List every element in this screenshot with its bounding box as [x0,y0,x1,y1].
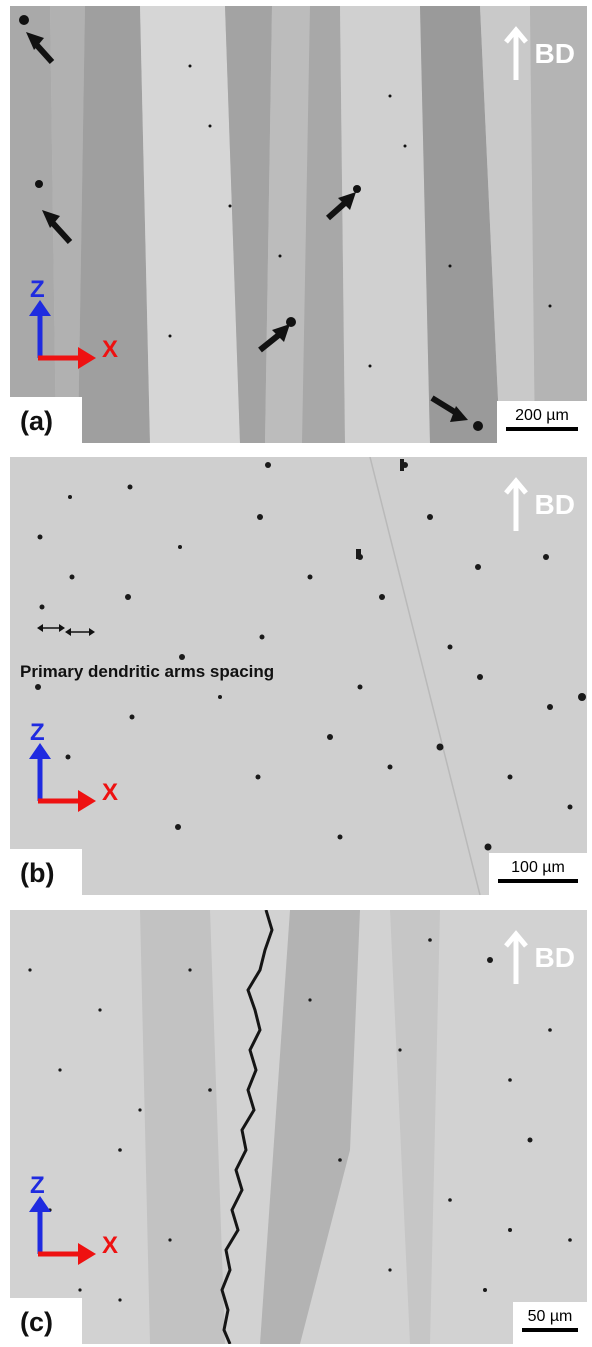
micrograph-panel-b: BD Primary dendritic arms spacing Z X (b… [10,457,587,895]
dendrite-spacing-annotation: Primary dendritic arms spacing [20,662,275,681]
axes-arrows-icon [29,1196,96,1265]
scale-bar-box: 100 µm [489,853,587,895]
up-arrow-icon [503,26,528,80]
x-axis-label: X [102,779,119,806]
build-direction-indicator: BD [503,930,575,986]
build-direction-label: BD [534,942,575,973]
axes-arrows-icon [29,300,96,369]
scale-bar-label: 50 µm [527,1308,573,1325]
x-axis-label: X [102,336,119,363]
scale-bar-box: 50 µm [513,1302,587,1344]
up-arrow-icon [503,930,528,984]
x-axis-label: X [102,1232,119,1259]
build-direction-label: BD [534,38,575,69]
z-axis-label: Z [30,1172,45,1199]
scale-bar [498,879,578,883]
panel-label-box: (c) [10,1298,82,1344]
micrograph-a-image [10,6,587,443]
scale-bar [506,427,578,431]
coordinate-axes: Z X [20,719,130,819]
z-axis-label: Z [30,276,45,303]
micrograph-panel-c: BD Z X (c) 50 µm [10,910,587,1344]
scale-bar-label: 100 µm [511,859,565,876]
micrograph-c-image [10,910,587,1344]
scale-bar-box: 200 µm [497,401,587,443]
panel-label-box: (a) [10,397,82,443]
up-arrow-icon [503,477,528,531]
panel-label: (b) [20,858,55,888]
micrograph-b-image [10,457,587,895]
micrograph-panel-a: BD Z X (a) 200 µm [10,6,587,443]
coordinate-axes: Z X [20,1172,130,1272]
panel-label: (a) [20,406,53,436]
z-axis-label: Z [30,719,45,746]
scale-bar-label: 200 µm [515,407,569,424]
build-direction-indicator: BD [503,477,575,533]
build-direction-indicator: BD [503,26,575,82]
coordinate-axes: Z X [20,276,130,376]
panel-label: (c) [20,1307,53,1337]
scale-bar [522,1328,578,1332]
panel-label-box: (b) [10,849,82,895]
build-direction-label: BD [534,489,575,520]
axes-arrows-icon [29,743,96,812]
